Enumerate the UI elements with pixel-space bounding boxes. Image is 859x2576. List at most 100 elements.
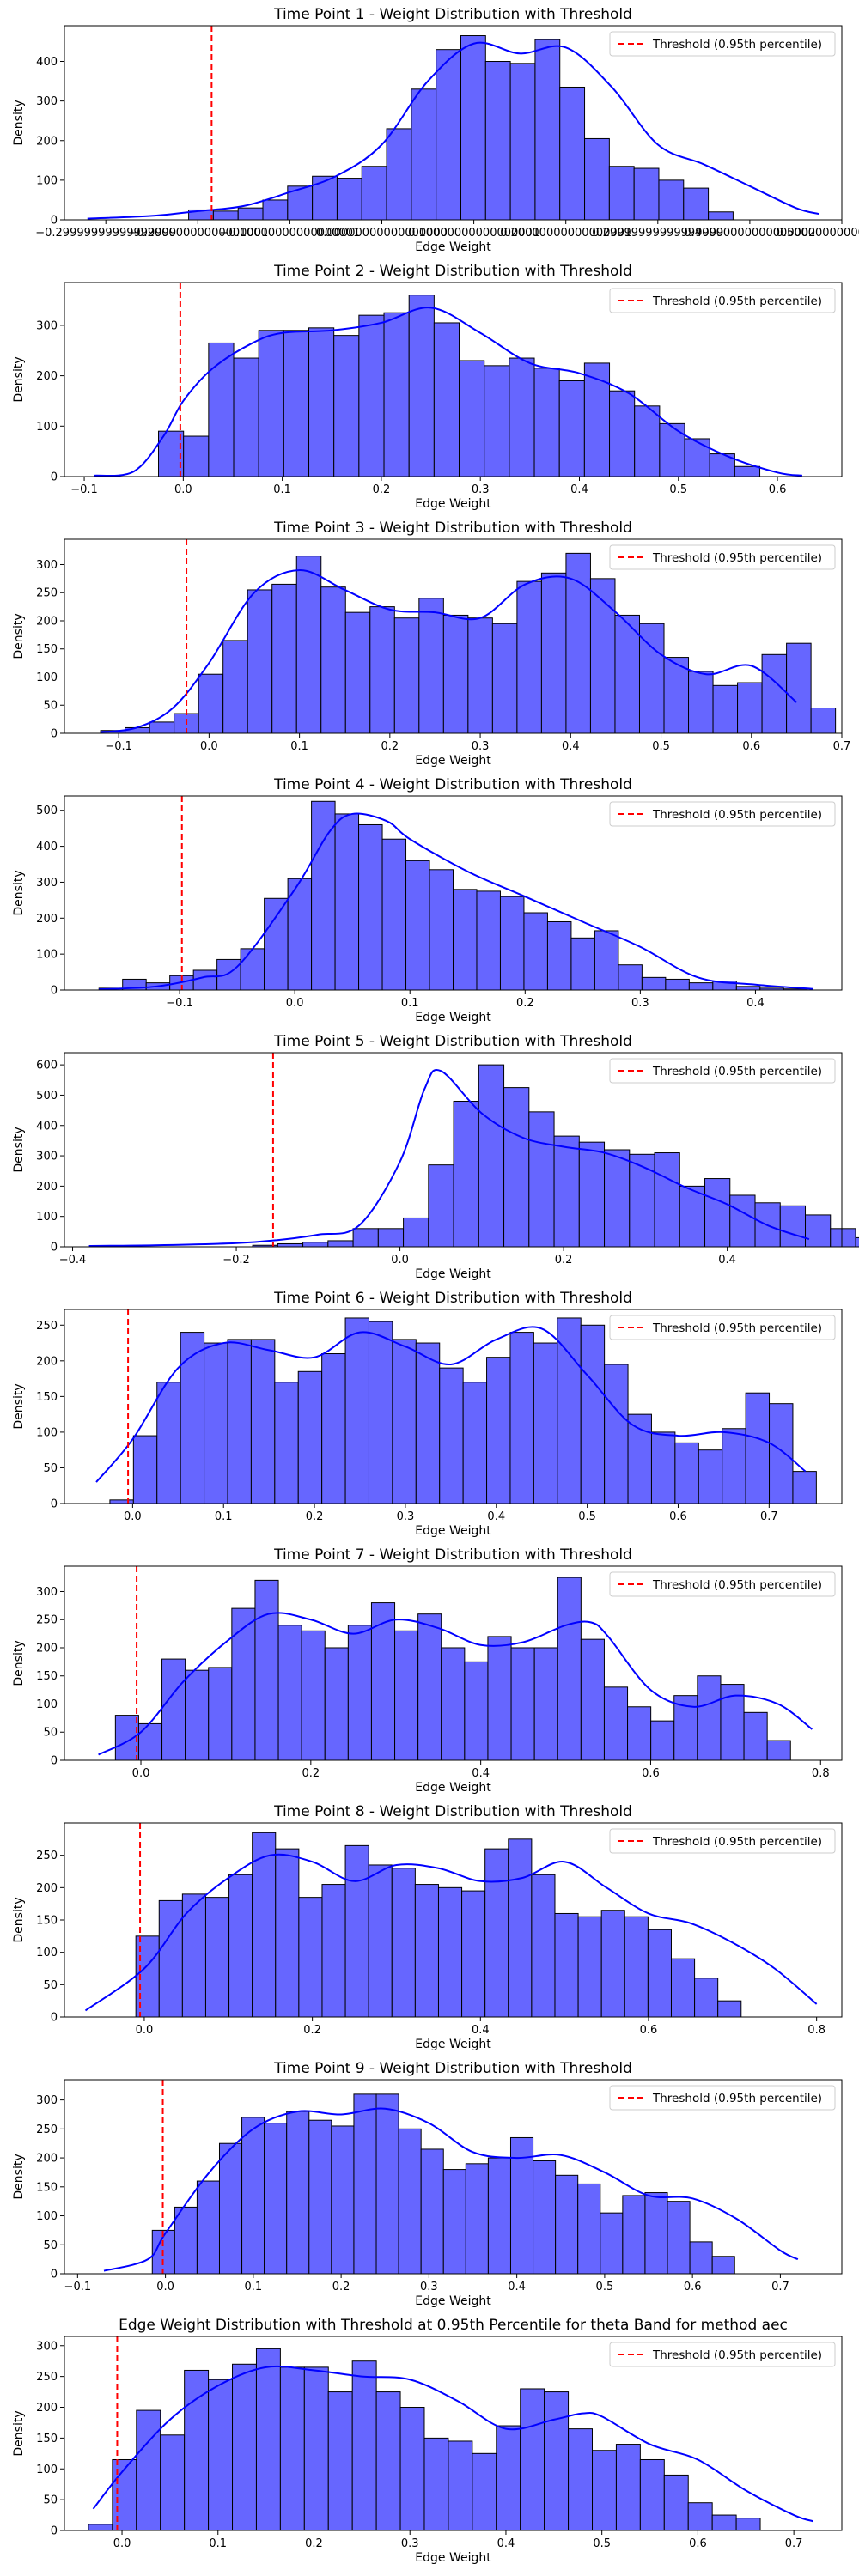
histogram-bar — [467, 617, 493, 734]
histogram-bar — [486, 1357, 511, 1504]
histogram-bar — [252, 1832, 277, 2018]
y-tick-label: 250 — [36, 2123, 58, 2136]
x-tick-label: 0.10000000000000001 — [408, 227, 539, 240]
x-tick-label: 0.4 — [570, 483, 588, 496]
histogram-bar — [429, 869, 454, 991]
x-tick-label: 0.6 — [689, 2537, 707, 2550]
y-axis-label: Density — [12, 1640, 26, 1686]
histogram-bar — [264, 2123, 288, 2275]
histogram-bar — [183, 435, 210, 477]
x-tick-label: 0.29999999999999999 — [592, 227, 723, 240]
chart-panel: Time Point 7 - Weight Distribution with … — [12, 1546, 843, 1795]
legend-box — [609, 2342, 836, 2367]
y-tick-label: 600 — [36, 1060, 58, 1072]
y-tick-label: 50 — [43, 2239, 58, 2252]
histogram-bar — [344, 1317, 369, 1504]
histogram-bar — [301, 1630, 326, 1761]
histogram-bar — [375, 2391, 401, 2531]
legend: Threshold (0.95th percentile) — [609, 544, 836, 570]
histogram-bar — [484, 61, 511, 221]
histogram-bar — [717, 2000, 742, 2018]
histogram-bar — [461, 1890, 486, 2018]
y-tick-label: 0 — [51, 728, 58, 741]
histogram-bar — [321, 1884, 346, 2018]
x-tick-label: 0.1 — [215, 1510, 233, 1523]
histogram-bar — [344, 611, 371, 734]
histogram-bar — [558, 380, 585, 477]
histogram-bar — [503, 1087, 530, 1248]
x-tick-label: 0.8 — [807, 2024, 825, 2037]
y-tick-label: 100 — [36, 1947, 58, 1959]
histogram-bar — [255, 2348, 281, 2531]
histogram-bar — [334, 813, 360, 991]
histogram-bar — [109, 1499, 134, 1504]
x-tick-label: 0.2 — [305, 2537, 323, 2550]
y-tick-label: 250 — [36, 587, 58, 600]
x-tick-label: 0.1 — [401, 997, 419, 1010]
histogram-bar — [533, 368, 560, 477]
x-tick-label: 0.1 — [273, 483, 291, 496]
y-tick-label: 250 — [36, 1614, 58, 1627]
legend-box — [609, 544, 836, 570]
chart-title: Edge Weight Distribution with Threshold … — [119, 2317, 788, 2334]
histogram-bar — [667, 2201, 691, 2275]
legend-box — [609, 1571, 836, 1597]
histogram-bar — [684, 438, 710, 477]
chart-panel: Time Point 8 - Weight Distribution with … — [12, 1803, 843, 2051]
x-tick-label: 0.0 — [200, 740, 218, 753]
histogram-bar — [520, 2388, 545, 2531]
histogram-bar — [237, 207, 264, 221]
y-tick-label: 200 — [36, 2153, 58, 2166]
histogram-bar — [358, 823, 383, 991]
x-tick-label: 0.3 — [631, 997, 649, 1010]
y-tick-label: 100 — [36, 2210, 58, 2223]
histogram-bar — [594, 930, 619, 991]
y-tick-label: 500 — [36, 805, 58, 817]
histogram-bar — [295, 556, 322, 734]
histogram-bar — [639, 2458, 665, 2531]
x-tick-label: 0.6 — [742, 740, 760, 753]
histogram-bar — [185, 1669, 210, 1761]
histogram-bar — [711, 2256, 735, 2275]
histogram-bar — [439, 1367, 464, 1504]
x-tick-label: 0.4 — [562, 740, 580, 753]
x-tick-label: 0.5 — [669, 483, 687, 496]
histogram-bar — [557, 1577, 582, 1761]
histogram-bar — [688, 982, 714, 991]
histogram-bar — [711, 2514, 737, 2531]
histogram-bar — [441, 1647, 466, 1761]
histogram-bar — [484, 1848, 509, 2018]
histogram-bar — [433, 322, 460, 477]
chart-title: Time Point 6 - Weight Distribution with … — [273, 1290, 632, 1307]
histogram-bar — [712, 684, 739, 734]
histogram-bar — [204, 1342, 228, 1504]
histogram-bar — [156, 1382, 181, 1504]
x-axis-label: Edge Weight — [415, 1011, 491, 1024]
histogram-bar — [411, 88, 437, 221]
y-tick-label: 50 — [43, 1727, 58, 1740]
x-tick-label: 0.2 — [555, 1254, 573, 1267]
y-tick-label: 100 — [36, 1211, 58, 1224]
histogram-bar — [204, 1897, 230, 2018]
y-tick-label: 200 — [36, 135, 58, 148]
y-tick-label: 300 — [36, 1586, 58, 1599]
x-tick-label: 0.5 — [578, 1510, 596, 1523]
y-tick-label: 0 — [51, 2525, 58, 2538]
legend: Threshold (0.95th percentile) — [609, 1058, 836, 1084]
histogram-bar — [347, 1625, 372, 1761]
legend-box — [609, 288, 836, 313]
x-tick-label: 0.2 — [381, 740, 399, 753]
x-tick-label: −0.1 — [166, 997, 193, 1010]
histogram-bar — [358, 314, 385, 477]
legend-label: Threshold (0.95th percentile) — [652, 1321, 822, 1335]
y-tick-label: 200 — [36, 1181, 58, 1194]
histogram-bar — [688, 671, 714, 734]
histogram-bar — [212, 210, 239, 221]
histogram-bar — [331, 2125, 355, 2275]
y-axis-label: Density — [12, 1383, 26, 1429]
histogram-bar — [420, 2148, 444, 2275]
chart-panel: Time Point 2 - Weight Distribution with … — [12, 263, 843, 511]
histogram-bar — [769, 1403, 794, 1504]
y-tick-label: 100 — [36, 671, 58, 684]
x-tick-label: −0.20000000000000001 — [127, 227, 268, 240]
